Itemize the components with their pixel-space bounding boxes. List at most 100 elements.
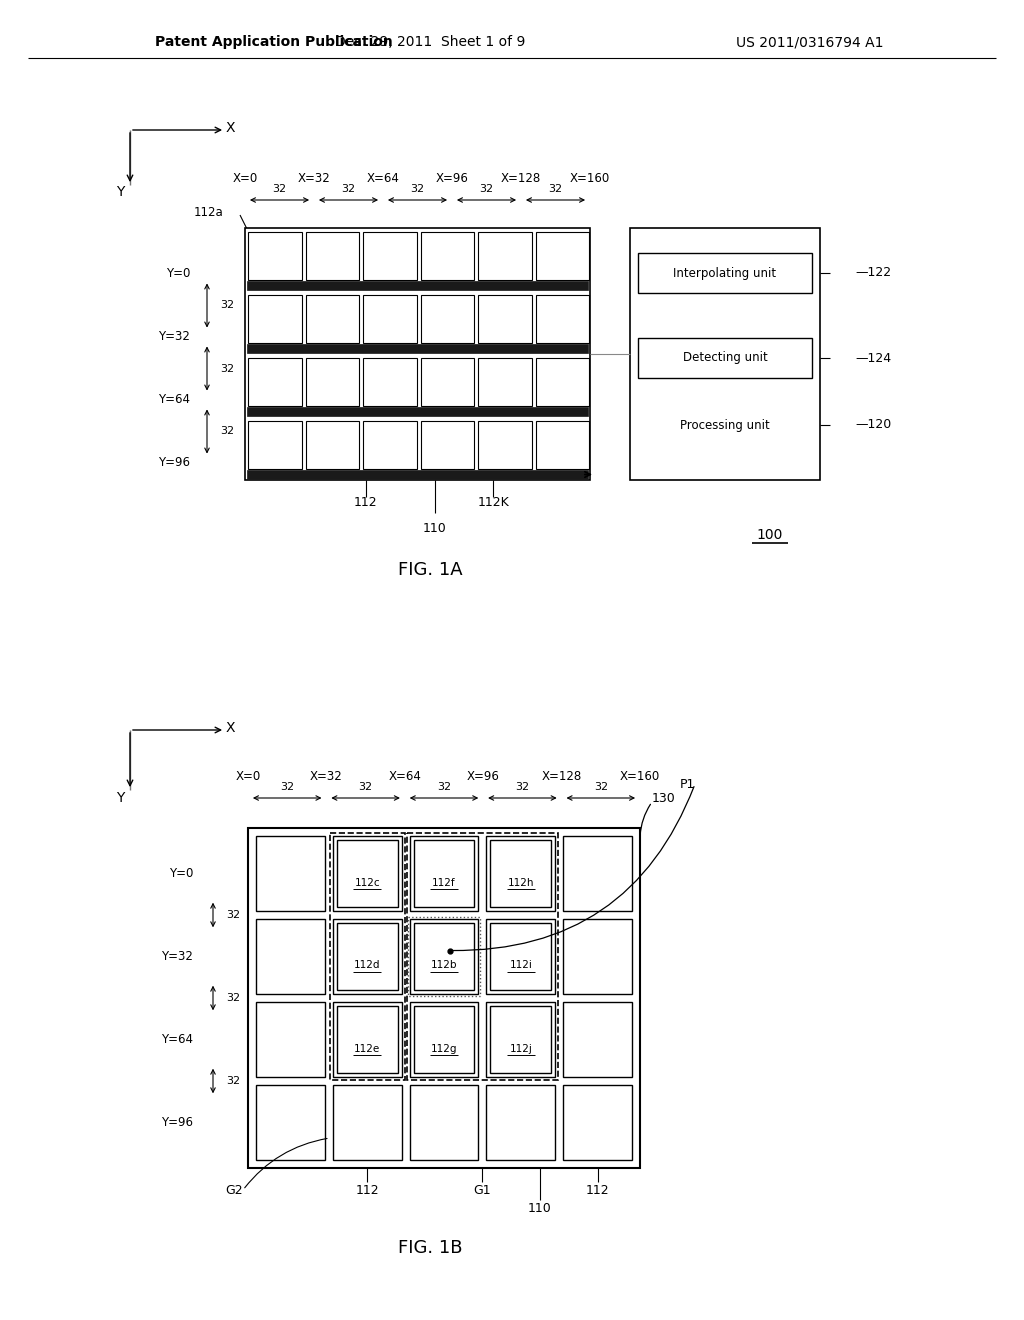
Text: 32: 32: [226, 1076, 240, 1086]
Text: 112a: 112a: [194, 206, 223, 219]
Text: 112c: 112c: [354, 878, 380, 887]
Text: 32: 32: [220, 301, 234, 310]
Text: 112b: 112b: [431, 961, 458, 970]
Text: Processing unit: Processing unit: [680, 418, 770, 432]
Bar: [638, 253, 812, 293]
Bar: [478, 294, 531, 343]
Text: 32: 32: [226, 993, 240, 1003]
Bar: [305, 294, 359, 343]
Text: 130: 130: [652, 792, 676, 804]
Bar: [563, 919, 632, 994]
Bar: [362, 294, 417, 343]
Bar: [305, 421, 359, 469]
Text: Y=0: Y=0: [166, 267, 190, 280]
Text: X=160: X=160: [570, 172, 610, 185]
Bar: [563, 1085, 632, 1160]
Text: 32: 32: [549, 183, 562, 194]
Text: Y: Y: [116, 791, 124, 805]
Text: 112: 112: [355, 1184, 379, 1196]
Text: 32: 32: [594, 781, 608, 792]
Bar: [490, 1006, 551, 1073]
Text: FIG. 1A: FIG. 1A: [397, 561, 462, 579]
Text: 32: 32: [226, 909, 240, 920]
Bar: [330, 833, 404, 1080]
Text: 32: 32: [341, 183, 355, 194]
Bar: [486, 919, 555, 994]
Text: 32: 32: [220, 426, 234, 437]
Bar: [256, 1002, 325, 1077]
Bar: [421, 421, 474, 469]
Text: 32: 32: [479, 183, 494, 194]
Bar: [410, 836, 478, 911]
Text: 112e: 112e: [354, 1044, 380, 1053]
Bar: [256, 836, 325, 911]
Bar: [337, 840, 397, 907]
Text: G2: G2: [225, 1184, 243, 1196]
Text: X=128: X=128: [501, 172, 541, 185]
Bar: [247, 407, 588, 416]
Text: 112g: 112g: [431, 1044, 458, 1053]
Text: Y=0: Y=0: [169, 867, 193, 880]
Bar: [490, 923, 551, 990]
Text: X=32: X=32: [310, 770, 343, 783]
Text: Interpolating unit: Interpolating unit: [674, 267, 776, 280]
Text: X=96: X=96: [435, 172, 468, 185]
Bar: [337, 1006, 397, 1073]
Text: Y=64: Y=64: [158, 393, 190, 407]
Bar: [421, 294, 474, 343]
Bar: [333, 1002, 401, 1077]
Bar: [408, 917, 480, 997]
Text: 32: 32: [220, 363, 234, 374]
Bar: [414, 1006, 474, 1073]
Bar: [478, 358, 531, 407]
Text: 112i: 112i: [509, 961, 532, 970]
Bar: [248, 421, 301, 469]
Bar: [248, 232, 301, 280]
Bar: [536, 294, 589, 343]
Text: Y=32: Y=32: [158, 330, 190, 343]
Bar: [333, 1085, 401, 1160]
Text: 32: 32: [272, 183, 287, 194]
Text: 112: 112: [586, 1184, 609, 1196]
Text: X: X: [225, 721, 234, 735]
Text: Y=64: Y=64: [161, 1034, 193, 1045]
Bar: [247, 281, 588, 290]
Bar: [248, 294, 301, 343]
Bar: [337, 923, 397, 990]
Bar: [333, 919, 401, 994]
Text: Y=96: Y=96: [158, 455, 190, 469]
Text: 112d: 112d: [354, 961, 381, 970]
Bar: [630, 228, 820, 480]
Bar: [490, 840, 551, 907]
Bar: [333, 836, 401, 911]
Bar: [638, 338, 812, 378]
Text: 110: 110: [423, 521, 446, 535]
Text: Y=96: Y=96: [161, 1115, 193, 1129]
Text: US 2011/0316794 A1: US 2011/0316794 A1: [736, 36, 884, 49]
Bar: [305, 358, 359, 407]
Text: —122: —122: [855, 267, 891, 280]
Text: 100: 100: [757, 528, 783, 543]
Text: X=0: X=0: [232, 172, 258, 185]
Bar: [362, 232, 417, 280]
Bar: [486, 1002, 555, 1077]
Text: 110: 110: [528, 1201, 552, 1214]
Bar: [362, 358, 417, 407]
Text: 112K: 112K: [477, 495, 509, 508]
Bar: [248, 358, 301, 407]
Text: X=64: X=64: [388, 770, 421, 783]
Text: 32: 32: [281, 781, 294, 792]
Text: —120: —120: [855, 418, 891, 432]
Bar: [414, 923, 474, 990]
Text: X=160: X=160: [620, 770, 660, 783]
Bar: [421, 232, 474, 280]
Bar: [563, 836, 632, 911]
Bar: [248, 828, 640, 1168]
Text: Dec. 29, 2011  Sheet 1 of 9: Dec. 29, 2011 Sheet 1 of 9: [335, 36, 525, 49]
Text: X=64: X=64: [367, 172, 399, 185]
Bar: [486, 1085, 555, 1160]
Bar: [410, 1002, 478, 1077]
Bar: [536, 358, 589, 407]
Text: FIG. 1B: FIG. 1B: [397, 1239, 462, 1257]
Text: Y: Y: [116, 185, 124, 199]
